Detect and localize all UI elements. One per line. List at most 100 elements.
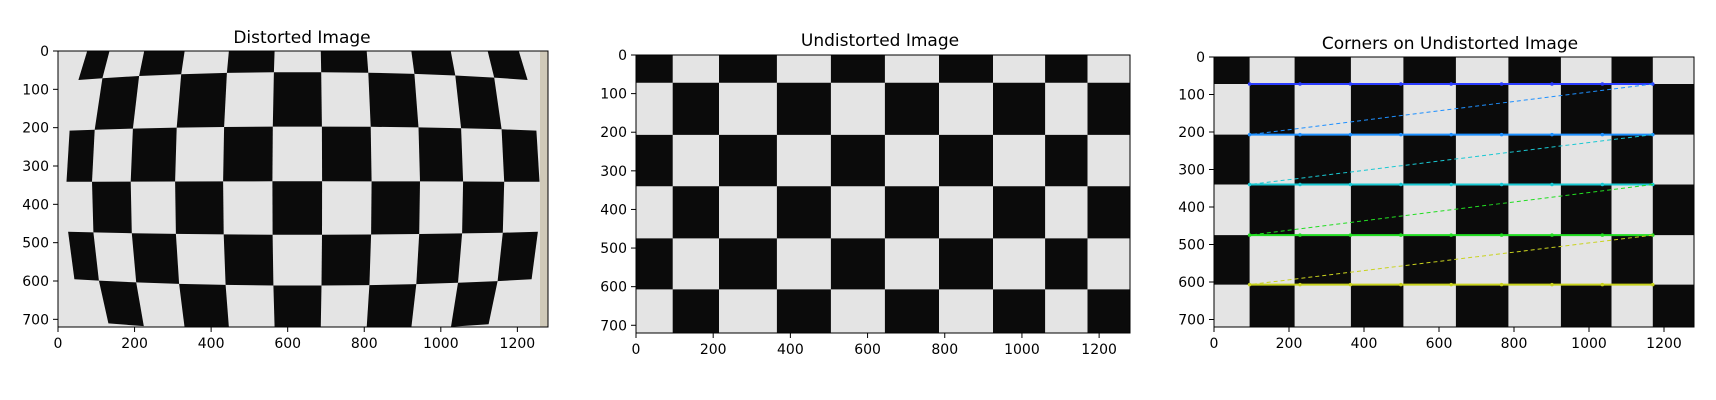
x-tick-label: 800 (931, 342, 958, 358)
checker-square (371, 181, 420, 235)
checker-square (1134, 135, 1146, 186)
checker-square (1045, 55, 1088, 83)
x-tick-label: 1000 (423, 336, 459, 352)
checker-square (1134, 238, 1146, 289)
distorted-image-panel: Distorted Image 0 200 400 600 800 1000 1200 0 10… (22, 28, 549, 352)
checker-square (884, 289, 939, 333)
corner-point (1247, 82, 1252, 86)
corner-point (1398, 182, 1403, 187)
y-tick-label: 500 (600, 241, 627, 257)
checker-square (672, 289, 719, 333)
checker-square (1350, 84, 1404, 135)
corner-point (1247, 132, 1252, 137)
y-tick-label: 400 (600, 202, 627, 218)
corner-point (1348, 82, 1353, 86)
checker-square (1455, 284, 1509, 327)
checker-square (226, 51, 275, 73)
y-tick-label: 100 (22, 82, 49, 98)
checker-square (487, 51, 528, 80)
checker-square (92, 181, 132, 234)
y-tick-label: 200 (600, 125, 627, 141)
checker-square (1652, 84, 1694, 135)
checker-square (939, 134, 993, 187)
corner-point (1398, 282, 1403, 287)
x-tick-label: 600 (854, 342, 881, 358)
checker-square (830, 134, 885, 187)
corner-connector-line (1249, 184, 1653, 236)
corner-point (1298, 132, 1302, 137)
checker-square (719, 55, 777, 83)
y-tick-label: 400 (22, 197, 49, 213)
checker-square (1508, 134, 1561, 185)
y-tick-label: 0 (40, 44, 49, 60)
y-tick-label: 500 (1178, 238, 1205, 254)
checker-square (1045, 238, 1088, 290)
panel-title: Undistorted Image (801, 31, 959, 51)
y-tick-label: 200 (1178, 125, 1205, 141)
x-tick-label: 400 (198, 336, 225, 352)
checker-square (1652, 184, 1694, 236)
checker-square (776, 186, 831, 239)
checker-square (1249, 84, 1295, 135)
paper-edge (540, 51, 548, 327)
checker-square (830, 55, 885, 83)
corner-point (1550, 282, 1554, 287)
checker-square (1294, 235, 1351, 285)
checker-square (272, 181, 323, 235)
corner-point (1398, 82, 1403, 86)
corner-point (1650, 282, 1655, 287)
y-tick-label: 300 (1178, 163, 1205, 179)
x-tick-label: 600 (1426, 336, 1453, 352)
checker-square (418, 127, 464, 182)
x-tick-label: 0 (54, 336, 63, 352)
checker-square (1403, 134, 1456, 185)
corner-point (1398, 132, 1403, 137)
x-tick-label: 1000 (1571, 336, 1607, 352)
checker-square (1560, 84, 1612, 135)
x-tick-label: 1200 (1081, 342, 1117, 358)
corner-point (1298, 233, 1302, 237)
x-tick-label: 400 (777, 342, 804, 358)
corner-point (1600, 182, 1605, 187)
checker-square (1508, 235, 1561, 285)
y-tick-label: 600 (22, 274, 49, 290)
y-tick-label: 300 (22, 159, 49, 175)
corner-point (1298, 82, 1302, 86)
checker-square (1698, 235, 1709, 285)
x-tick-label: 1200 (1646, 336, 1682, 352)
checker-square (94, 76, 140, 130)
corner-point (1550, 182, 1554, 187)
checker-square (1455, 184, 1509, 236)
checker-square (368, 72, 419, 128)
x-tick-label: 1000 (1004, 342, 1040, 358)
corner-point (1398, 233, 1403, 237)
checker-square (1350, 184, 1404, 236)
checkerboard-photo (1214, 57, 1709, 327)
checker-square (462, 181, 505, 234)
x-tick-label: 200 (700, 342, 727, 358)
y-tick-label: 700 (600, 318, 627, 334)
x-tick-label: 0 (1210, 336, 1219, 352)
checker-square (179, 283, 229, 327)
y-tick-label: 500 (22, 236, 49, 252)
checker-square (636, 134, 673, 187)
checker-square (672, 186, 719, 239)
undistorted-image-panel: Undistorted Image 0 200 400 600 800 1000 1200 0… (600, 31, 1146, 358)
corner-point (1348, 282, 1353, 287)
corner-point (1499, 233, 1504, 237)
checker-square (1611, 134, 1653, 185)
checker-square (1560, 284, 1612, 327)
checker-square (1045, 134, 1088, 187)
y-tick-label: 100 (1178, 88, 1205, 104)
corner-connector-line (1249, 83, 1653, 136)
checker-square (78, 51, 110, 80)
corner-point (1247, 282, 1252, 287)
x-tick-label: 0 (632, 342, 641, 358)
corner-point (1348, 182, 1353, 187)
checker-square (939, 55, 993, 83)
corner-point (1600, 82, 1605, 86)
y-tick-label: 100 (600, 87, 627, 103)
checker-square (223, 126, 273, 182)
checker-square (1249, 184, 1295, 236)
corner-point (1449, 82, 1453, 86)
